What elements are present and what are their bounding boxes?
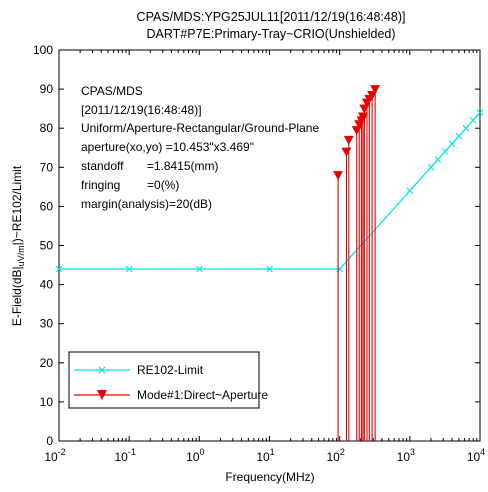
legend-box [68, 351, 260, 409]
x-tick-label-base: 10 [256, 450, 270, 464]
annotation-line: CPAS/MDS [81, 84, 143, 98]
x-tick-label-exponent: 1 [270, 447, 275, 457]
y-tick-label: 80 [40, 121, 54, 135]
x-tick-label: 100 [186, 447, 204, 464]
limit-marker-x [195, 265, 203, 273]
y-tick-label: 30 [40, 317, 54, 331]
y-tick-label: 50 [40, 239, 54, 253]
limit-marker-x [455, 132, 463, 140]
x-axis-label: Frequency(MHz) [225, 470, 314, 484]
annotation-line: standoff =1.8415(mm) [81, 159, 219, 173]
mode-marker-triangle [357, 112, 368, 122]
limit-marker-x [462, 124, 470, 132]
limit-marker-x [476, 109, 484, 116]
y-tick-labels: 0 10 20 30 40 50 60 70 80 90 100 [33, 43, 53, 448]
x-tick-label-base: 10 [326, 450, 340, 464]
annotation-line: [2011/12/19(16:48:48)] [81, 103, 202, 117]
limit-marker-x [427, 163, 435, 171]
annotation-line: Uniform/Aperture-Rectangular/Ground-Plan… [81, 121, 319, 135]
legend: RE102-Limit Mode#1:Direct~Aperture [68, 351, 268, 409]
y-tick-label: 0 [46, 434, 53, 448]
x-tick-label-base: 10 [114, 450, 128, 464]
limit-marker-x [266, 265, 273, 273]
mode-marker-triangle [370, 85, 381, 95]
y-axis-label-sub: uV/m [16, 245, 26, 266]
y-tick-label: 60 [40, 199, 54, 213]
x-tick-label: 103 [397, 447, 415, 464]
x-tick-label: 101 [256, 447, 274, 464]
chart-title-line-2: DART#P7E:Primary-Tray~CRIO(Unshielded) [146, 27, 395, 41]
x-tick-label-base: 10 [44, 450, 58, 464]
x-tick-label-exponent: -2 [58, 447, 66, 457]
legend-marker-triangle [97, 390, 107, 400]
legend-label-re102-limit: RE102-Limit [137, 363, 204, 377]
mode-marker-triangle [333, 171, 344, 181]
mode-marker-triangle [341, 147, 352, 157]
limit-marker-x [406, 187, 414, 195]
y-tick-label: 100 [33, 43, 53, 57]
x-tick-label-exponent: 0 [200, 447, 205, 457]
x-tick-label: 10-2 [44, 447, 65, 464]
y-tick-label: 20 [40, 356, 54, 370]
y-tick-label: 10 [40, 395, 54, 409]
y-axis-label-prefix: E-Field(dB| [10, 266, 24, 326]
x-tick-label: 10-1 [114, 447, 135, 464]
x-tick-label-base: 10 [186, 450, 200, 464]
y-axis-label-suffix: |)~RE102/Limit [10, 165, 24, 245]
mode-marker-triangle [367, 90, 378, 100]
y-axis-label: E-Field(dB|uV/m|)~RE102/Limit [10, 165, 26, 326]
x-tick-label-exponent: 3 [410, 447, 415, 457]
limit-marker-x [441, 148, 449, 156]
chart-title-line-1: CPAS/MDS:YPG25JUL11[2011/12/19(16:48:48)… [137, 10, 406, 24]
x-tick-label-base: 10 [467, 450, 481, 464]
y-tick-label: 40 [40, 278, 54, 292]
x-tick-label-base: 10 [397, 450, 411, 464]
y-tick-label: 90 [40, 82, 54, 96]
annotation-block: CPAS/MDS [2011/12/19(16:48:48)] Uniform/… [81, 84, 319, 211]
limit-marker-x [125, 265, 133, 273]
y-tick-label: 70 [40, 160, 54, 174]
series-re102-limit [55, 109, 484, 273]
limit-marker-x [448, 140, 456, 148]
x-tick-label: 102 [326, 447, 344, 464]
axis-ticks [58, 49, 481, 442]
legend-marker-x [98, 366, 106, 374]
series-mode1-direct-aperture [333, 85, 381, 441]
x-tick-label-exponent: -1 [128, 447, 136, 457]
x-tick-labels: 10-2 10-1 100 101 102 103 104 [44, 447, 485, 464]
limit-marker-x [469, 116, 477, 124]
limit-marker-x [434, 156, 442, 163]
mode-marker-triangle [343, 135, 354, 145]
annotation-line: aperture(xo,yo) =10.453"x3.469" [81, 140, 254, 154]
x-tick-label-exponent: 4 [480, 447, 485, 457]
x-tick-label-exponent: 2 [340, 447, 345, 457]
annotation-line: margin(analysis)=20(dB) [81, 197, 212, 211]
legend-label-mode1: Mode#1:Direct~Aperture [137, 388, 268, 402]
x-tick-label: 104 [467, 447, 485, 464]
limit-marker-x [55, 265, 63, 273]
annotation-line: fringing =0(%) [81, 178, 179, 192]
